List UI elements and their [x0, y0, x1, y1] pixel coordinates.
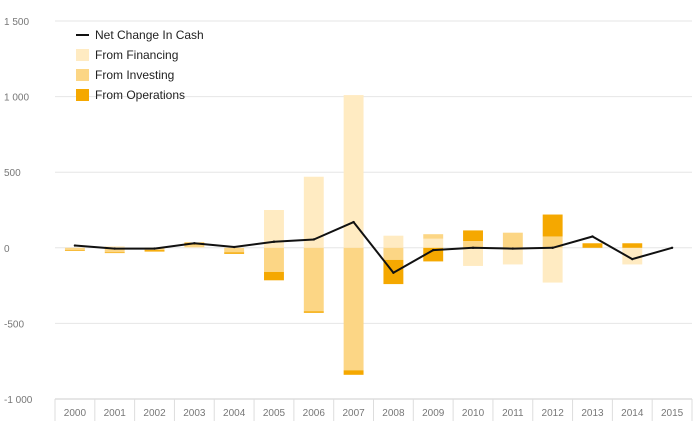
- point-net-change-in-cash: [232, 245, 236, 249]
- x-tick-label: 2001: [104, 408, 127, 419]
- bar-from-financing: [622, 247, 643, 265]
- point-net-change-in-cash: [511, 247, 515, 250]
- point-net-change-in-cash: [73, 244, 77, 247]
- y-tick-label: 500: [4, 168, 21, 179]
- bar-from-operations: [264, 271, 284, 281]
- bar-from-operations: [463, 230, 483, 241]
- point-net-change-in-cash: [631, 257, 634, 261]
- x-tick-label: 2004: [223, 408, 246, 419]
- y-tick-label: -1 000: [4, 395, 33, 406]
- legend-swatch-from-operations: [76, 89, 89, 101]
- bar-from-operations: [303, 311, 324, 313]
- bar-from-operations: [582, 243, 603, 248]
- legend: Net Change In Cash From Financing From Inv…: [76, 28, 204, 102]
- x-tick-label: 2006: [303, 408, 326, 419]
- bar-from-operations: [542, 214, 563, 237]
- point-net-change-in-cash: [272, 240, 276, 243]
- x-tick-label: 2005: [263, 408, 286, 419]
- bar-from-investing: [343, 247, 364, 371]
- x-tick-label: 2000: [64, 408, 87, 419]
- x-tick-label: 2007: [342, 408, 365, 419]
- bar-from-financing: [383, 235, 404, 248]
- bar-from-investing: [542, 236, 563, 248]
- bar-from-investing: [303, 247, 324, 312]
- bar-from-financing: [502, 247, 523, 265]
- y-tick-label: 0: [4, 244, 10, 255]
- bar-from-investing: [184, 244, 205, 248]
- x-tick-label: 2012: [542, 408, 565, 419]
- point-net-change-in-cash: [591, 235, 594, 238]
- bar-from-operations: [224, 252, 245, 254]
- bar-from-operations: [64, 250, 85, 251]
- y-axis: -1 000 -500 0 500 1 000 1 500: [4, 17, 33, 406]
- x-tick-label: 2009: [422, 408, 445, 419]
- point-net-change-in-cash: [670, 246, 674, 249]
- bar-from-investing: [423, 234, 444, 239]
- bar-from-financing: [184, 247, 205, 248]
- bar-from-operations: [144, 250, 165, 252]
- bar-from-financing: [542, 247, 563, 283]
- point-net-change-in-cash: [153, 247, 156, 250]
- point-net-change-in-cash: [352, 220, 355, 224]
- bar-from-investing: [264, 247, 284, 272]
- x-tick-label: 2013: [581, 408, 604, 419]
- x-axis: 2000 2001 2002 2003 2004 2005 2006 2007 2008 2009…: [54, 398, 693, 421]
- y-tick-label: -500: [4, 319, 24, 330]
- x-tick-label: 2014: [621, 408, 644, 419]
- bar-from-investing: [383, 247, 404, 260]
- x-tick-label: 2002: [143, 408, 166, 419]
- bar-from-financing: [463, 247, 483, 266]
- bar-from-operations: [622, 243, 643, 248]
- point-net-change-in-cash: [432, 248, 435, 252]
- point-net-change-in-cash: [113, 247, 116, 250]
- x-tick-label: 2015: [661, 408, 684, 419]
- bar-from-financing: [423, 238, 444, 248]
- net-change-line-layer: [73, 220, 674, 274]
- legend-label-from-operations: From Operations: [95, 88, 185, 102]
- bar-from-financing: [104, 246, 125, 248]
- bar-from-operations: [343, 370, 364, 375]
- x-tick-label: 2011: [502, 408, 524, 419]
- x-tick-label: 2008: [382, 408, 405, 419]
- bar-from-investing: [104, 247, 125, 253]
- bar-from-operations: [423, 247, 444, 262]
- y-tick-label: 1 500: [4, 17, 29, 28]
- bar-from-financing: [303, 176, 324, 248]
- bar-from-investing: [224, 247, 245, 253]
- legend-swatch-from-financing: [76, 49, 89, 61]
- bar-from-investing: [64, 247, 85, 251]
- point-net-change-in-cash: [193, 242, 196, 245]
- legend-label-from-financing: From Financing: [95, 48, 178, 62]
- x-tick-label: 2010: [462, 408, 485, 419]
- line-net-change-in-cash: [74, 221, 673, 274]
- bar-from-investing: [463, 240, 483, 248]
- bars-layer: [64, 95, 643, 375]
- bar-from-operations: [104, 252, 125, 254]
- bar-from-investing: [502, 232, 523, 248]
- legend-swatch-from-investing: [76, 69, 89, 81]
- point-net-change-in-cash: [551, 246, 554, 249]
- point-net-change-in-cash: [312, 238, 315, 241]
- bar-from-financing: [264, 210, 284, 248]
- legend-label-from-investing: From Investing: [95, 68, 174, 82]
- point-net-change-in-cash: [471, 246, 475, 249]
- bar-from-financing: [343, 95, 364, 248]
- legend-label-net-change-in-cash: Net Change In Cash: [95, 28, 204, 42]
- point-net-change-in-cash: [392, 271, 395, 274]
- y-tick-label: 1 000: [4, 93, 29, 104]
- x-tick-label: 2003: [183, 408, 206, 419]
